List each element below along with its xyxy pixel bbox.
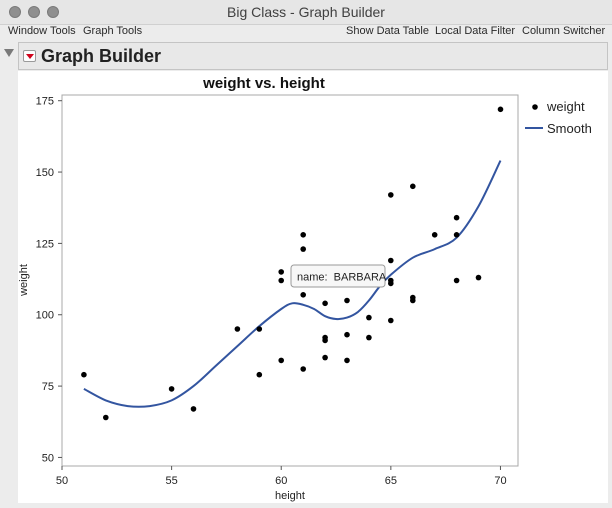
smooth-series	[83, 160, 502, 408]
data-point[interactable]	[234, 326, 241, 332]
window-title: Big Class - Graph Builder	[227, 4, 385, 20]
legend: weight Smooth	[525, 99, 592, 136]
data-point[interactable]	[366, 314, 372, 321]
x-tick-label: 65	[385, 475, 397, 487]
data-point[interactable]	[344, 357, 350, 364]
data-point[interactable]	[322, 334, 328, 341]
zoom-window-button[interactable]	[47, 6, 59, 18]
data-point[interactable]	[300, 232, 307, 238]
y-tick-label: 100	[36, 310, 54, 322]
graph-panel: weight vs. height 50 75 100 125 150 175 50 55 6…	[18, 71, 608, 503]
y-tick-label: 75	[42, 381, 54, 393]
menu-bar: Window Tools Graph Tools Show Data Table…	[0, 24, 612, 40]
red-triangle-menu-icon[interactable]	[23, 50, 36, 62]
y-tick-label: 50	[42, 452, 54, 464]
data-point[interactable]	[278, 277, 285, 284]
weight-series	[81, 106, 504, 421]
data-point[interactable]	[322, 300, 328, 307]
data-point[interactable]	[410, 183, 416, 190]
menu-column-switcher[interactable]: Column Switcher	[522, 25, 606, 37]
data-point[interactable]	[366, 334, 372, 341]
graph-builder-title: Graph Builder	[41, 46, 162, 66]
y-tick-label: 150	[36, 167, 54, 179]
smooth-line[interactable]	[83, 160, 502, 408]
close-window-button[interactable]	[9, 6, 21, 18]
menu-window-tools[interactable]: Window Tools	[8, 25, 76, 37]
data-point[interactable]	[388, 257, 394, 264]
data-point[interactable]	[453, 277, 460, 284]
data-point[interactable]	[300, 246, 307, 252]
data-point[interactable]	[344, 331, 350, 338]
chart-svg[interactable]: weight vs. height 50 75 100 125 150 175 50 55 6…	[18, 71, 608, 503]
y-axis: 50 75 100 125 150 175	[36, 96, 62, 464]
data-point[interactable]	[453, 214, 460, 221]
y-tick-label: 175	[36, 96, 54, 108]
data-point[interactable]	[344, 297, 350, 304]
data-point[interactable]	[388, 192, 394, 198]
x-tick-label: 55	[165, 475, 177, 487]
x-tick-label: 70	[494, 475, 506, 487]
legend-weight-marker	[532, 104, 538, 110]
data-point[interactable]	[453, 232, 460, 238]
graph-builder-title-bar: Graph Builder	[18, 42, 608, 70]
data-point[interactable]	[168, 386, 175, 392]
data-point[interactable]	[497, 106, 504, 113]
graph-builder-header: Graph Builder	[4, 42, 608, 70]
plot-frame[interactable]	[61, 94, 519, 467]
minimize-window-button[interactable]	[28, 6, 40, 18]
data-point[interactable]	[278, 269, 285, 275]
y-axis-label: weight	[18, 264, 30, 297]
x-tick-label: 50	[56, 475, 68, 487]
data-point[interactable]	[256, 326, 263, 332]
tooltip: name: BARBARA	[290, 264, 387, 288]
data-point[interactable]	[103, 414, 109, 421]
disclosure-triangle-icon[interactable]	[4, 49, 14, 57]
tooltip-box	[290, 264, 386, 288]
menu-show-data-table[interactable]: Show Data Table	[346, 25, 429, 37]
data-point[interactable]	[431, 232, 438, 238]
tooltip-text: name: BARBARA	[297, 272, 387, 284]
data-point[interactable]	[322, 354, 328, 361]
data-point[interactable]	[475, 274, 482, 281]
y-tick-label: 125	[36, 238, 54, 250]
x-tick-label: 60	[275, 475, 287, 487]
data-point[interactable]	[81, 371, 87, 378]
chart-title: weight vs. height	[202, 75, 325, 92]
legend-weight-label[interactable]: weight	[546, 99, 585, 114]
data-point[interactable]	[300, 366, 307, 372]
menu-local-data-filter[interactable]: Local Data Filter	[435, 25, 516, 37]
data-point[interactable]	[278, 357, 285, 364]
data-point[interactable]	[388, 277, 394, 284]
x-axis: 50 55 60 65 70	[56, 466, 507, 487]
data-point[interactable]	[190, 406, 197, 412]
x-axis-label: height	[275, 490, 305, 502]
data-point[interactable]	[256, 371, 263, 378]
menu-graph-tools[interactable]: Graph Tools	[83, 25, 143, 37]
data-point[interactable]	[300, 292, 307, 298]
data-point[interactable]	[388, 317, 394, 324]
window-titlebar: Big Class - Graph Builder	[0, 0, 612, 25]
data-point[interactable]	[410, 294, 416, 301]
legend-smooth-label[interactable]: Smooth	[547, 121, 592, 136]
